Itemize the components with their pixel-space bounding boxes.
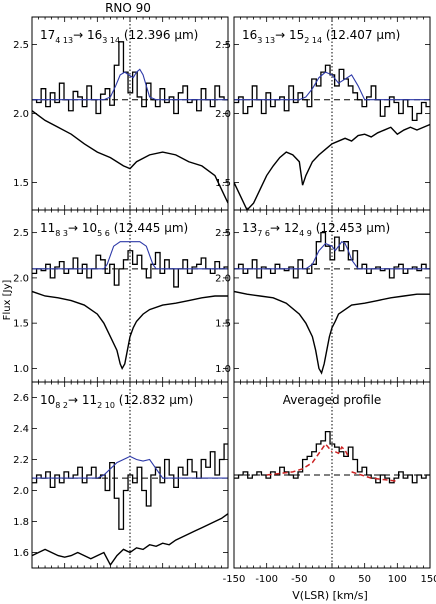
x-tick-label: -100 <box>255 574 278 585</box>
plot-area <box>32 210 228 382</box>
model-profile-series <box>32 455 228 479</box>
panels: 1.5 2.0 2.5 174 13→ 163 14 (12.396 μm) 1.5 2.… <box>13 16 436 585</box>
y-tick-label: 2.0 <box>215 273 231 284</box>
x-axis-label: V(LSR) [km/s] <box>292 589 367 602</box>
observed-spectrum-series <box>32 250 228 288</box>
y-tick-label: 1.6 <box>13 548 29 559</box>
y-tick-label: 1.5 <box>13 178 29 189</box>
x-tick-label: 150 <box>420 574 436 585</box>
y-tick-label: 1.8 <box>13 517 29 528</box>
reference-profile-series <box>32 513 228 567</box>
panel-title: Averaged profile <box>283 393 382 407</box>
y-tick-label: 2.0 <box>13 109 29 120</box>
plot-area <box>234 17 430 210</box>
x-tick-label: -50 <box>291 574 307 585</box>
chart-panel-3: 1.0 1.5 2.0 2.5 118 3→ 105 6 (12.445 μm) <box>13 209 229 383</box>
y-tick-label: 2.2 <box>13 455 29 466</box>
y-tick-label: 2.0 <box>13 486 29 497</box>
chart-panel-2: 1.5 2.0 2.5 163 13→ 152 14 (12.407 μm) <box>215 16 431 211</box>
y-tick-label: 1.5 <box>13 319 29 330</box>
observed-spectrum-series <box>234 430 430 484</box>
transition-label: 108 2→ 112 10 (12.832 μm) <box>40 393 193 410</box>
x-tick-label: -150 <box>223 574 246 585</box>
plot-area <box>234 210 430 382</box>
model-profile-series <box>234 240 430 270</box>
x-tick-label: 50 <box>358 574 371 585</box>
y-tick-label: 2.6 <box>13 393 29 404</box>
transition-label: 118 3→ 105 6 (12.445 μm) <box>40 221 188 238</box>
chart-panel-5: 1.6 1.8 2.0 2.2 2.4 2.6 108 2→ 112 10 (12.832 … <box>13 381 229 569</box>
reference-profile-series <box>32 110 228 204</box>
transition-label: 163 13→ 152 14 (12.407 μm) <box>242 28 400 45</box>
y-tick-label: 1.5 <box>215 319 231 330</box>
figure-title: RNO 90 <box>105 1 151 15</box>
chart-panel-1: 1.5 2.0 2.5 174 13→ 163 14 (12.396 μm) <box>13 16 229 211</box>
y-tick-label: 1.0 <box>215 364 231 375</box>
chart-panel-6: Averaged profile -150 -100 -50 0 50 100 150 <box>223 381 436 585</box>
averaged-fit-series <box>334 445 349 457</box>
model-profile-series <box>32 241 228 270</box>
y-tick-label: 2.5 <box>13 228 29 239</box>
averaged-fit-series <box>351 471 398 482</box>
y-tick-label: 2.0 <box>215 109 231 120</box>
y-tick-label: 1.0 <box>13 364 29 375</box>
y-tick-label: 2.5 <box>13 40 29 51</box>
y-tick-label: 2.5 <box>215 40 231 51</box>
y-tick-label: 2.0 <box>13 273 29 284</box>
chart-panel-4: 1.0 1.5 2.0 2.5 137 6→ 124 9 (12.453 μm) <box>215 209 431 383</box>
reference-profile-series <box>234 290 430 375</box>
y-tick-label: 2.4 <box>13 424 29 435</box>
plot-area <box>234 382 430 568</box>
x-tick-label: 0 <box>329 574 335 585</box>
reference-profile-series <box>234 123 430 210</box>
model-profile-series <box>234 71 430 101</box>
y-tick-label: 2.5 <box>215 228 231 239</box>
plot-area <box>32 382 228 568</box>
x-tick-label: 100 <box>388 574 407 585</box>
model-profile-series <box>32 68 228 101</box>
transition-label: 137 6→ 124 9 (12.453 μm) <box>242 221 390 238</box>
reference-profile-series <box>32 290 228 370</box>
plot-area <box>32 17 228 210</box>
y-tick-label: 1.5 <box>215 178 231 189</box>
observed-spectrum-series <box>32 443 228 530</box>
averaged-fit-series <box>266 442 333 476</box>
transition-label: 174 13→ 163 14 (12.396 μm) <box>40 28 198 45</box>
y-axis-label: Flux [Jy] <box>2 280 13 321</box>
